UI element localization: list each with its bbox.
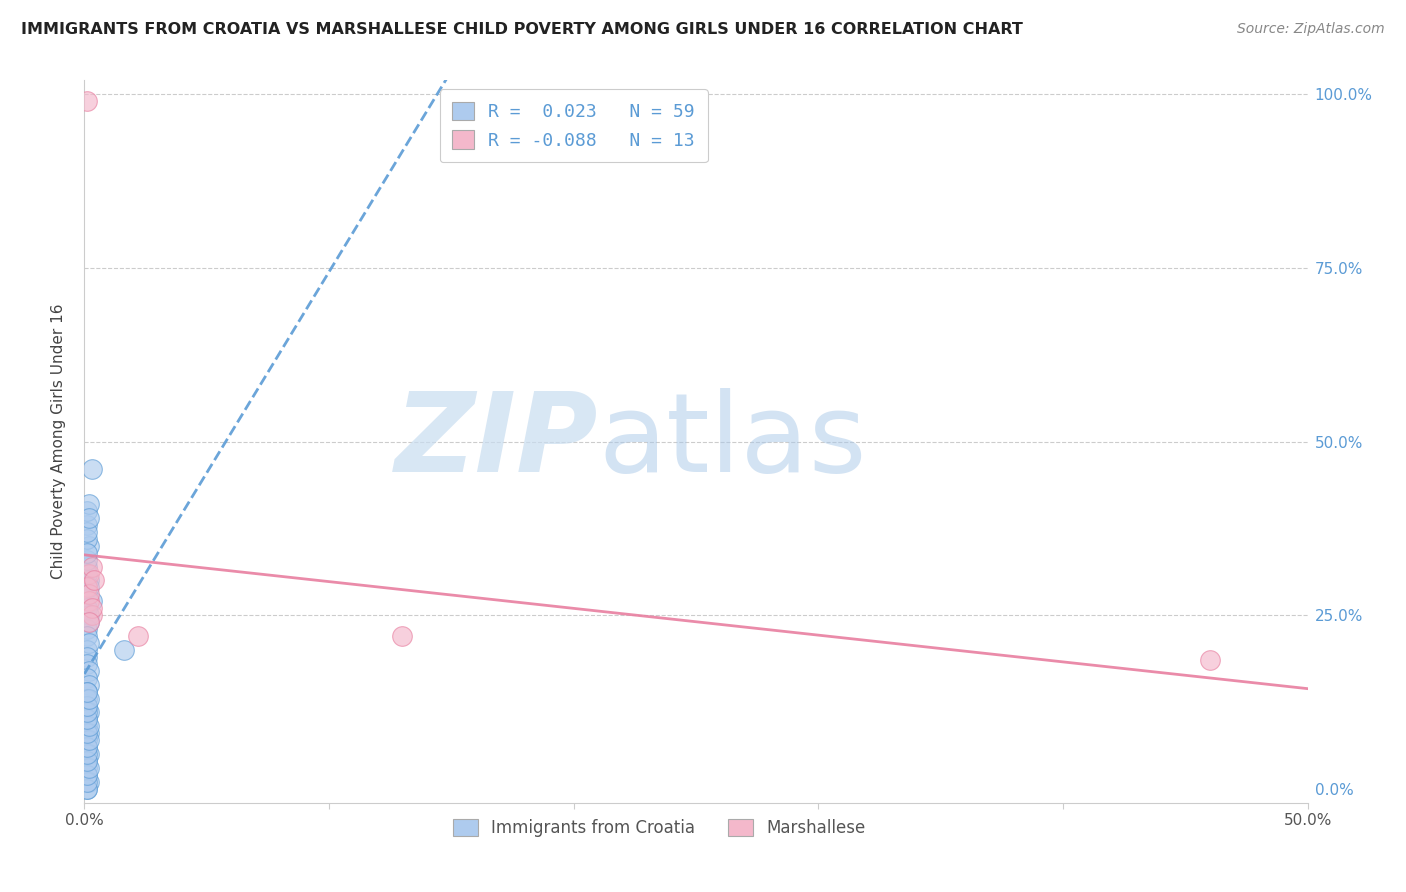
Text: IMMIGRANTS FROM CROATIA VS MARSHALLESE CHILD POVERTY AMONG GIRLS UNDER 16 CORREL: IMMIGRANTS FROM CROATIA VS MARSHALLESE C… bbox=[21, 22, 1024, 37]
Point bbox=[76, 726, 98, 740]
Point bbox=[76, 643, 98, 657]
Legend: Immigrants from Croatia, Marshallese: Immigrants from Croatia, Marshallese bbox=[444, 810, 875, 845]
Point bbox=[76, 532, 98, 546]
Point bbox=[76, 768, 98, 782]
Text: ZIP: ZIP bbox=[395, 388, 598, 495]
Point bbox=[77, 636, 100, 650]
Point bbox=[76, 713, 98, 727]
Text: Source: ZipAtlas.com: Source: ZipAtlas.com bbox=[1237, 22, 1385, 37]
Point bbox=[76, 691, 98, 706]
Point bbox=[76, 775, 98, 789]
Point bbox=[76, 747, 98, 761]
Point bbox=[77, 615, 100, 630]
Point bbox=[76, 517, 98, 532]
Point bbox=[80, 594, 103, 608]
Point bbox=[112, 643, 135, 657]
Point bbox=[77, 726, 100, 740]
Point bbox=[76, 546, 98, 560]
Point bbox=[76, 740, 98, 755]
Point bbox=[77, 747, 100, 761]
Point bbox=[77, 664, 100, 678]
Point bbox=[76, 657, 98, 671]
Point bbox=[76, 601, 98, 615]
Point bbox=[76, 552, 98, 566]
Point bbox=[77, 691, 100, 706]
Point bbox=[76, 684, 98, 698]
Point bbox=[77, 566, 100, 581]
Point bbox=[76, 754, 98, 768]
Point bbox=[77, 678, 100, 692]
Point bbox=[76, 581, 98, 595]
Point bbox=[77, 539, 100, 553]
Point bbox=[77, 511, 100, 525]
Point bbox=[80, 608, 103, 623]
Point bbox=[77, 574, 100, 588]
Point bbox=[76, 559, 98, 574]
Point bbox=[76, 781, 98, 796]
Point bbox=[76, 706, 98, 720]
Point bbox=[76, 684, 98, 698]
Point bbox=[76, 94, 98, 108]
Point bbox=[76, 719, 98, 733]
Point bbox=[76, 671, 98, 685]
Point bbox=[76, 504, 98, 518]
Point bbox=[80, 601, 103, 615]
Point bbox=[77, 587, 100, 601]
Point bbox=[76, 768, 98, 782]
Point bbox=[76, 713, 98, 727]
Point bbox=[76, 587, 98, 601]
Point bbox=[77, 706, 100, 720]
Point bbox=[76, 754, 98, 768]
Point bbox=[127, 629, 149, 643]
Point bbox=[76, 698, 98, 713]
Point bbox=[77, 761, 100, 775]
Point bbox=[77, 594, 100, 608]
Point bbox=[76, 622, 98, 636]
Point bbox=[391, 629, 413, 643]
Text: atlas: atlas bbox=[598, 388, 866, 495]
Point bbox=[80, 462, 103, 476]
Point bbox=[77, 733, 100, 747]
Point bbox=[1198, 653, 1220, 667]
Point bbox=[83, 574, 105, 588]
Point bbox=[80, 559, 103, 574]
Point bbox=[77, 775, 100, 789]
Point bbox=[76, 629, 98, 643]
Point bbox=[77, 608, 100, 623]
Point bbox=[77, 615, 100, 630]
Point bbox=[76, 740, 98, 755]
Point bbox=[76, 566, 98, 581]
Point bbox=[77, 497, 100, 511]
Point bbox=[76, 781, 98, 796]
Point bbox=[76, 698, 98, 713]
Point bbox=[76, 649, 98, 664]
Point bbox=[77, 581, 100, 595]
Point bbox=[77, 719, 100, 733]
Point bbox=[76, 733, 98, 747]
Point bbox=[76, 524, 98, 539]
Point bbox=[76, 761, 98, 775]
Y-axis label: Child Poverty Among Girls Under 16: Child Poverty Among Girls Under 16 bbox=[51, 304, 66, 579]
